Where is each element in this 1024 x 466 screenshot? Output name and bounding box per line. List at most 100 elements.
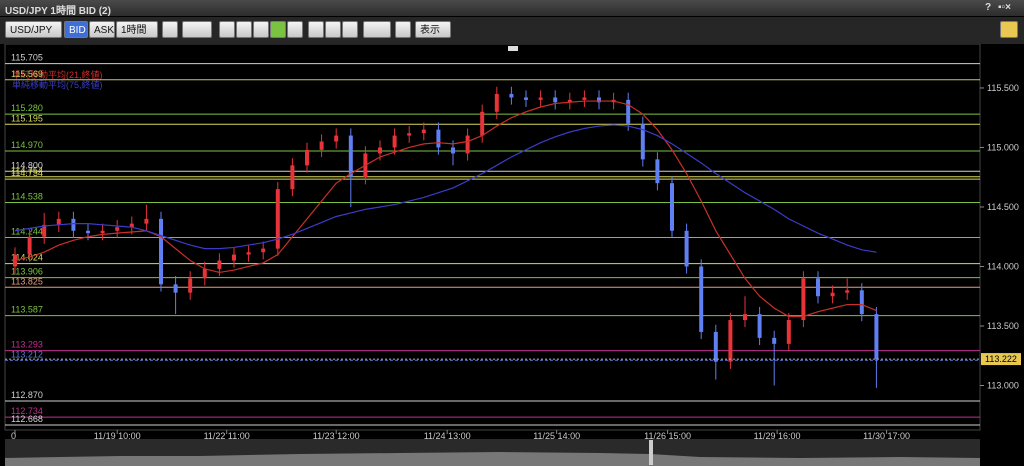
x-tick-label: 11/26 15:00 [644,431,691,441]
candle-body [553,97,558,103]
candle-body [159,218,163,285]
level-label: 115.195 [11,113,43,123]
candle-body [494,93,499,112]
x-tick-label: 0 [11,431,16,441]
candle-body [261,248,266,253]
level-label: 112.734 [11,406,43,416]
candle-body [188,278,193,293]
window-title: USD/JPY 1時間 BID (2) [5,6,111,17]
level-label: 113.212 [11,349,43,359]
candle-body [786,320,791,344]
candle-body [305,149,309,166]
tool-button[interactable] [162,21,178,38]
candle-body [56,218,61,225]
candle-body [801,278,806,321]
candle-body [684,230,689,267]
symbol-select[interactable]: USD/JPY ▾ [5,21,62,53]
y-tick-label: 113.000 [987,380,1019,390]
candle-body [144,218,149,224]
x-tick-label: 11/19 10:00 [94,431,141,441]
candle-body [597,97,601,103]
candle-body [670,183,674,231]
level-label: 114.538 [11,191,43,201]
candle-body [582,97,587,100]
x-tick-label: 11/25 14:00 [533,431,580,441]
y-tick-label: 115.500 [987,83,1019,93]
x-tick-label: 11/29 16:00 [754,431,801,441]
tool-button[interactable] [287,21,303,38]
candle-body [319,141,324,150]
zoom-out-button[interactable] [236,21,252,38]
tool-button[interactable] [395,21,411,38]
candle-body [246,252,251,255]
candle-body [655,159,660,184]
help-button[interactable]: ? [985,2,992,13]
level-label: 115.280 [11,103,43,113]
candle-body [699,266,704,332]
draw-button[interactable] [363,21,391,38]
view-menu[interactable]: 表示 ▾ [415,21,451,53]
current-price-label: 113.222 [985,354,1017,364]
tool-button[interactable] [253,21,269,38]
candle-body [743,314,747,321]
level-label: 114.754 [11,166,43,176]
level-label: 115.705 [11,53,43,63]
symbol: USD/JPY [10,25,53,36]
candle-body [859,290,864,315]
level-label: 112.668 [11,414,43,424]
candle-body [348,135,353,178]
candle-body [173,284,178,293]
candle-body [816,278,820,297]
candle-body [465,135,470,154]
legend-entry: 単純移動平均(75,終値) [12,79,103,90]
current-price-box [981,353,1021,366]
x-tick-label: 11/22 11:00 [204,431,250,441]
candle-body [232,254,236,261]
level-label: 114.800 [11,160,43,170]
candle-body [772,337,777,344]
toolbar: USD/JPY ▾ BID ASK 1時間 ▾ 表示 ▾ [0,17,1024,53]
candle-body [509,93,514,98]
candle-body [728,320,733,362]
level-label: 112.870 [11,390,43,400]
level-label: 113.906 [11,267,43,277]
tool-button[interactable] [325,21,341,38]
period: 1時間 [121,25,147,36]
view: 表示 [420,25,440,36]
candle-body [129,223,134,228]
candle-body [451,147,455,154]
candle-body [874,314,879,360]
level-label: 114.244 [11,226,43,236]
tool-button[interactable] [270,21,286,38]
window-controls[interactable]: ▪▫× [998,2,1011,13]
tool-button[interactable] [342,21,358,38]
ask-button[interactable]: ASK [89,21,115,38]
tool-button[interactable] [308,21,324,38]
candle-body [202,268,207,279]
candle-body [71,218,76,231]
level-label: 114.734 [11,168,43,178]
level-label: 113.293 [11,340,43,350]
chart-type-button[interactable] [182,21,212,38]
candle-body [86,230,90,234]
settings-button[interactable] [1000,21,1018,38]
candle-body [567,99,572,103]
level-label: 113.825 [11,276,43,286]
period-select[interactable]: 1時間 ▾ [116,21,158,53]
level-label: 114.970 [11,140,43,150]
candle-body [524,97,528,100]
candle-body [480,111,485,136]
x-tick-label: 11/24 13:00 [424,431,471,441]
level-label: 115.569 [11,69,43,79]
zoom-in-button[interactable] [219,21,235,38]
candle-body [27,236,32,255]
chart: 単純移動平均(21,終値) 単純移動平均(75,終値) 113.000 113.5… [4,44,1021,466]
navigator-handle[interactable] [649,440,653,465]
candle-body [334,135,339,142]
candle-body [392,135,397,148]
bid-button[interactable]: BID [64,21,88,38]
collapse-handle[interactable] [508,46,518,51]
candle-body [830,292,835,297]
candle-body [290,165,295,190]
x-tick-label: 11/23 12:00 [313,431,360,441]
